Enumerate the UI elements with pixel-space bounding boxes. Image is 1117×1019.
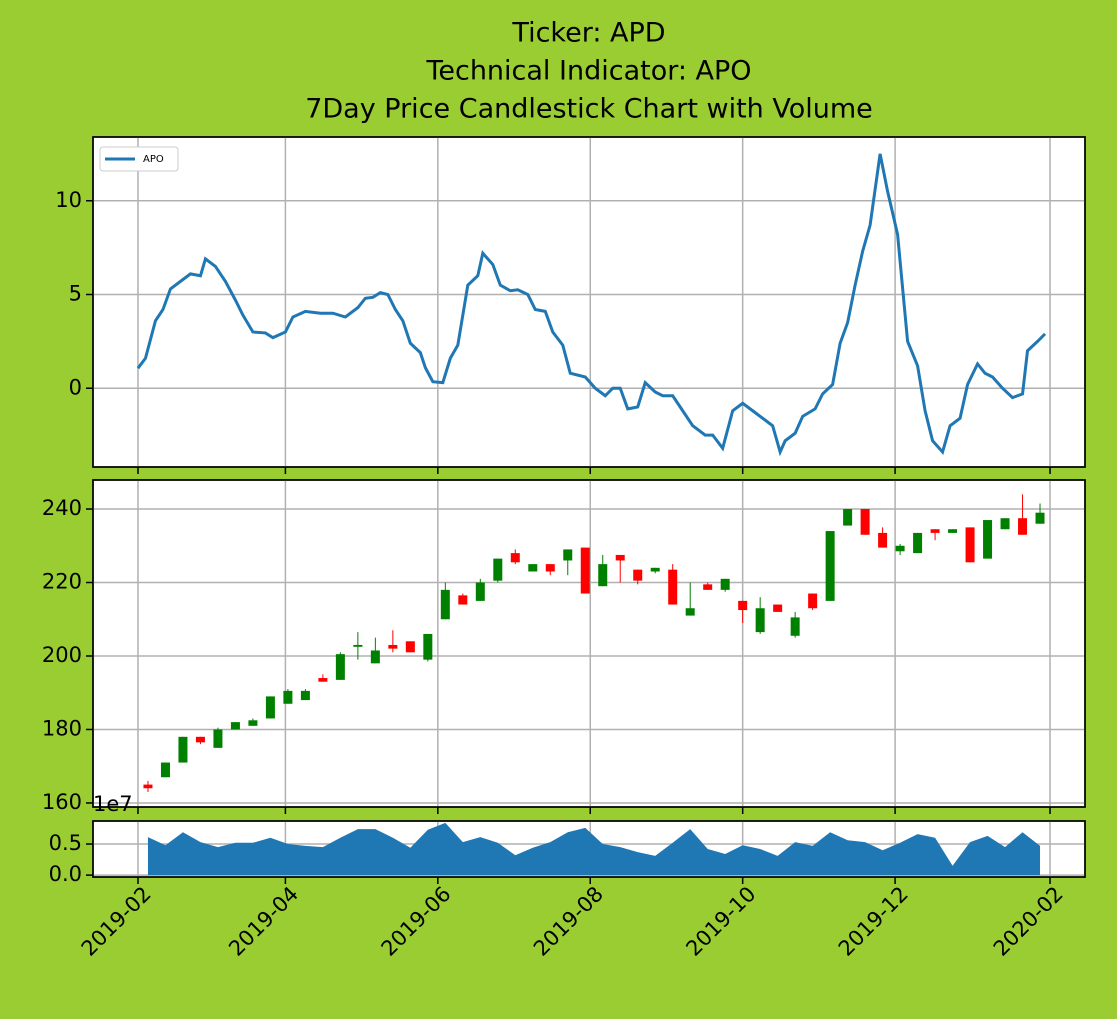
candle-body — [913, 532, 923, 554]
candle-body — [615, 554, 625, 561]
candle-body — [370, 650, 380, 664]
candle-body — [563, 549, 573, 561]
candle-body — [265, 696, 275, 719]
y-tick-label: 180 — [42, 716, 82, 740]
candle-body — [1018, 518, 1028, 535]
x-tick-label: 2019-10 — [681, 882, 760, 961]
plot-inner — [93, 137, 1085, 467]
candle-body — [248, 720, 258, 726]
plot-frame — [92, 479, 1086, 808]
plot-frame — [92, 136, 1086, 468]
x-tick-label: 2020-02 — [989, 882, 1068, 961]
candle-body — [230, 722, 240, 730]
y-tick-label: 200 — [42, 643, 82, 667]
legend: APO — [99, 146, 179, 172]
candle-body — [160, 762, 170, 778]
candle-body — [458, 595, 468, 605]
y-tick-label: 5 — [69, 282, 82, 306]
candle-body — [878, 532, 888, 548]
candle-body — [965, 527, 975, 563]
y-tick-label: 160 — [42, 790, 82, 814]
x-tick-label: 2019-06 — [377, 882, 456, 961]
chart-title: Technical Indicator: APO — [425, 56, 751, 87]
plot — [93, 480, 1085, 807]
y-tick-label: 240 — [42, 496, 82, 520]
candle-body — [335, 654, 345, 680]
candle-body — [318, 678, 328, 682]
candle-body — [895, 545, 905, 552]
candle-body — [598, 564, 608, 587]
x-tick-label: 2019-02 — [77, 882, 156, 961]
candle-body — [930, 529, 940, 533]
candle-body — [790, 617, 800, 636]
candle-body — [633, 569, 643, 581]
candle-body — [545, 564, 555, 572]
candle-body — [825, 531, 835, 601]
candle-body — [440, 589, 450, 620]
candle-body — [178, 736, 188, 763]
candle-body — [195, 736, 205, 743]
candle-body — [388, 644, 398, 649]
axis-offset: 1e7 — [93, 792, 133, 816]
candle-body — [300, 690, 310, 701]
chart-title: Ticker: APD — [511, 18, 665, 49]
candle-body — [1000, 518, 1010, 530]
candle-body — [580, 547, 590, 594]
candle-body — [983, 520, 993, 559]
candle-body — [773, 604, 783, 612]
candle-body — [213, 729, 223, 748]
candle-body — [738, 600, 748, 611]
plot — [93, 137, 1085, 467]
plot-frame — [92, 820, 1086, 878]
plot-inner — [93, 821, 1085, 877]
candle-body — [475, 582, 485, 601]
line-series — [136, 153, 1047, 457]
candle-body — [283, 690, 293, 704]
candle-body — [528, 564, 538, 572]
candle-body — [703, 584, 713, 590]
candle-body — [808, 593, 818, 609]
candle-body — [948, 529, 958, 533]
y-tick-label: 10 — [55, 188, 82, 212]
candle-body — [650, 567, 660, 572]
y-tick-label: 0 — [69, 375, 82, 399]
legend-box — [99, 146, 179, 172]
x-tick-label: 2019-08 — [529, 882, 608, 961]
candle-body — [423, 633, 433, 660]
candle-body — [755, 608, 765, 633]
plot-inner — [93, 480, 1085, 807]
candle-body — [1035, 512, 1045, 524]
x-tick-label: 2019-12 — [834, 882, 913, 961]
candle-body — [668, 569, 678, 605]
plot — [93, 821, 1085, 877]
plot-area — [92, 479, 1086, 808]
legend-label: APO — [143, 154, 164, 165]
candle-body — [405, 641, 415, 653]
candle-body — [510, 553, 520, 563]
candle-body — [353, 644, 363, 647]
chart-title: 7Day Price Candlestick Chart with Volume — [305, 94, 873, 125]
y-tick-label: 0.5 — [49, 831, 82, 855]
candle-body — [860, 509, 870, 535]
y-tick-label: 220 — [42, 570, 82, 594]
candle-body — [720, 578, 730, 590]
candle-body — [685, 608, 695, 616]
candle-body — [843, 509, 853, 526]
candle-body — [143, 784, 153, 789]
x-tick-label: 2019-04 — [224, 882, 303, 961]
plot-area — [92, 136, 1086, 468]
volume-area — [147, 822, 1041, 876]
candle-body — [493, 558, 503, 581]
y-tick-label: 0.0 — [49, 862, 82, 886]
